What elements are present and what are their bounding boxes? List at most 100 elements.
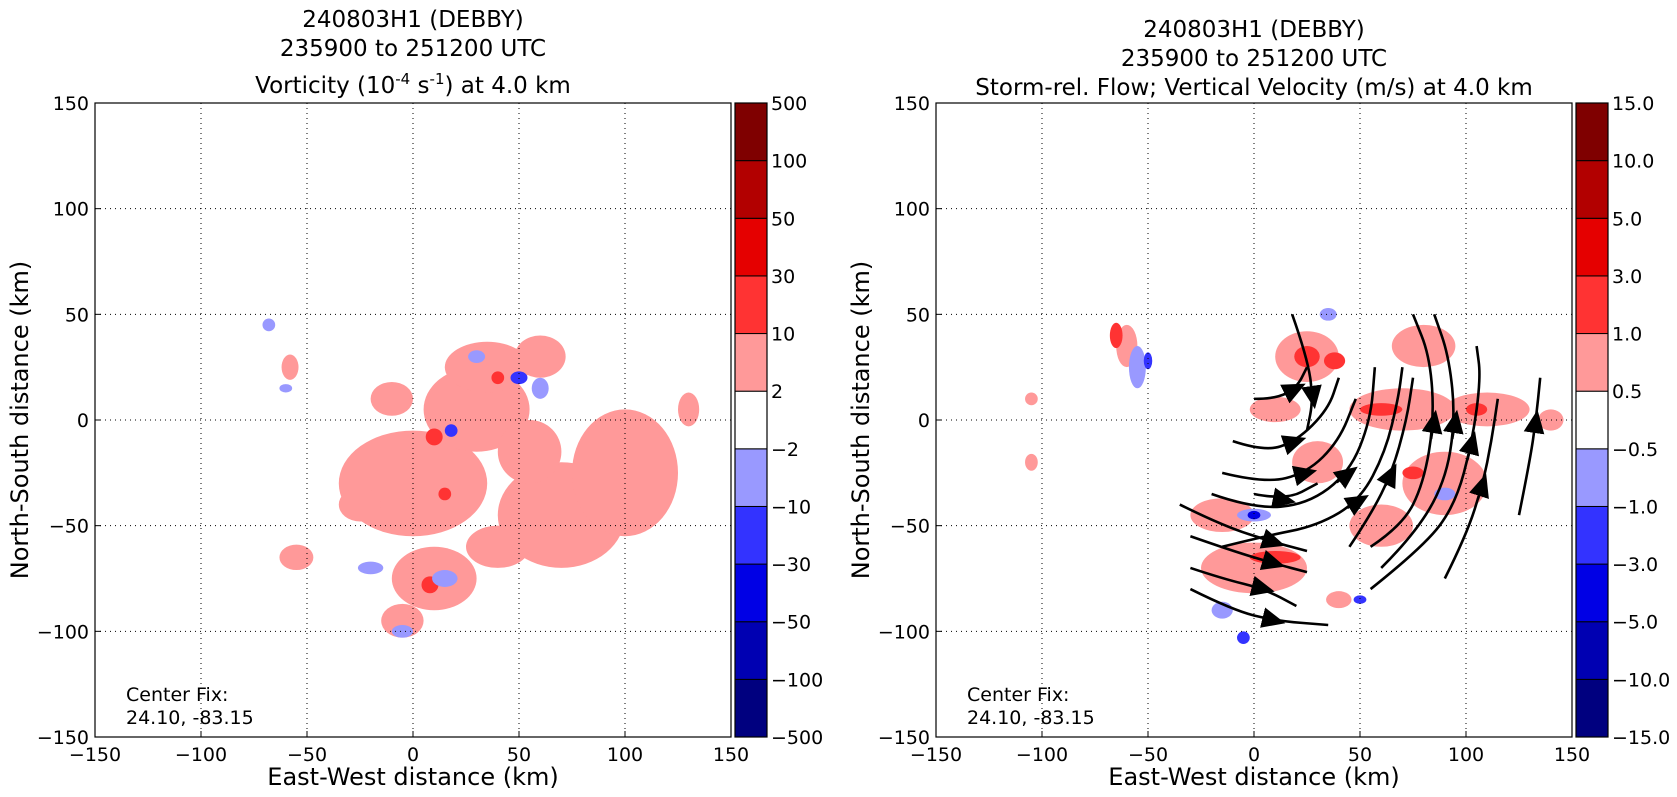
right-x-axis-label: East-West distance (km) [1108, 763, 1399, 791]
right-streamline-arrow [1259, 550, 1286, 570]
left-colorbar: −500 −100 −50 −30 −10 −2 2 10 30 50 100 500 [734, 93, 823, 749]
left-colorbar-label: −2 [771, 439, 799, 461]
left-colorbar-segment [734, 563, 768, 623]
left-x-axis-label: East-West distance (km) [267, 763, 558, 791]
left-colorbar-segment [734, 621, 768, 680]
left-annotation-line-2: 24.10, -83.15 [126, 707, 254, 729]
left-field-blob [514, 335, 566, 378]
right-streamline-arrow [1343, 494, 1369, 516]
left-field-blob [262, 318, 276, 332]
right-streamline-arrow [1260, 607, 1286, 628]
right-streamline-arrow [1271, 487, 1296, 508]
left-title-line-2: 235900 to 251200 UTC [280, 36, 546, 62]
left-colorbar-segment [734, 448, 768, 507]
left-colorbar-segment [734, 217, 768, 277]
right-streamline-arrow [1280, 383, 1306, 404]
left-colorbar-frame [734, 102, 768, 738]
left-field-blob [497, 420, 562, 484]
right-title-line-2: 235900 to 251200 UTC [1121, 46, 1387, 72]
right-streamline [1369, 313, 1434, 548]
right-field-blob [1025, 392, 1038, 406]
left-x-tick-label: 50 [507, 744, 531, 766]
right-colorbar-segment [1575, 102, 1609, 162]
right-y-tick-label: −50 [890, 516, 930, 538]
right-field-blob [1109, 322, 1123, 349]
right-colorbar-segment [1575, 275, 1609, 335]
right-colorbar-segment [1575, 621, 1609, 680]
left-vorticity-field [262, 318, 700, 638]
right-y-axis: −150 −100 −50 0 50 100 150 [878, 93, 942, 749]
right-colorbar-segment [1575, 678, 1609, 738]
left-field-blob [357, 561, 384, 575]
left-colorbar-segment [734, 102, 768, 162]
right-colorbar-label: 10.0 [1612, 151, 1654, 173]
right-y-tick-label: 150 [894, 93, 930, 115]
left-colorbar-label: −10 [771, 496, 811, 518]
left-title-line-3: Vorticity (10-4 s-1) at 4.0 km [255, 70, 571, 99]
left-colorbar-label: −500 [771, 727, 823, 749]
right-field-blob [1237, 631, 1250, 645]
right-streamline [1380, 313, 1455, 569]
left-colorbar-segment [734, 333, 768, 392]
left-colorbar-segment [734, 390, 768, 450]
left-panel: 240803H1 (DEBBY) 235900 to 251200 UTC Vo… [6, 7, 823, 791]
left-field-blob [425, 428, 443, 446]
right-colorbar-label: 3.0 [1612, 266, 1642, 288]
left-field-blob [531, 377, 549, 399]
right-streamline-arrow [1442, 409, 1464, 440]
right-x-tick-label: −100 [1016, 744, 1068, 766]
right-annotation-line-1: Center Fix: [967, 684, 1069, 706]
right-x-tick-label: −50 [1128, 744, 1168, 766]
right-colorbar-label: 5.0 [1612, 208, 1642, 230]
left-title-line-1: 240803H1 (DEBBY) [302, 7, 524, 33]
right-field-blob [1190, 498, 1254, 533]
left-colorbar-segment [734, 678, 768, 738]
right-x-tick-label: 150 [1554, 744, 1590, 766]
right-colorbar-segment [1575, 333, 1609, 392]
left-colorbar-segment [734, 275, 768, 335]
right-streamline-arrow [1249, 575, 1275, 597]
right-streamline [1517, 377, 1542, 516]
right-y-tick-label: −100 [878, 621, 930, 643]
right-y-tick-label: −150 [878, 727, 930, 749]
left-x-tick-label: −150 [69, 744, 121, 766]
right-y-axis-label: North-South distance (km) [847, 261, 875, 580]
right-streamline-arrow [1332, 466, 1358, 489]
right-colorbar: −15.0 −10.0 −5.0 −3.0 −1.0 −0.5 0.5 1.0 3.0 5.0 10… [1575, 93, 1670, 749]
right-field-blob [1538, 409, 1564, 431]
right-field-blob [1247, 510, 1261, 520]
right-panel: 240803H1 (DEBBY) 235900 to 251200 UTC St… [847, 17, 1670, 791]
right-streamline-arrow [1523, 409, 1545, 435]
left-colorbar-label: 50 [771, 208, 795, 230]
left-field-blob [444, 341, 530, 393]
left-field-blob [279, 384, 293, 393]
right-colorbar-segment [1575, 505, 1609, 565]
left-field-blob [510, 371, 528, 385]
left-colorbar-segment [734, 160, 768, 219]
right-x-axis: −150 −100 −50 0 50 100 150 [910, 731, 1590, 766]
right-field-blob [1294, 346, 1320, 368]
left-field-blob [468, 350, 486, 363]
right-colorbar-segment [1575, 448, 1609, 507]
left-x-tick-label: 0 [407, 744, 419, 766]
left-colorbar-label: 100 [771, 151, 807, 173]
right-grid [936, 103, 1572, 737]
right-field-blob [1128, 346, 1146, 389]
right-field-blob [1326, 591, 1352, 609]
left-subtitle-prefix: Vorticity (10 [255, 73, 395, 99]
left-field-blob [466, 525, 530, 568]
right-colorbar-segment [1575, 563, 1609, 623]
left-grid [95, 103, 731, 737]
left-y-tick-label: 100 [53, 199, 89, 221]
left-field-blob [279, 544, 314, 571]
right-streamline-arrow [1258, 528, 1286, 549]
left-subtitle-suffix: ) at 4.0 km [445, 73, 571, 99]
right-colorbar-segment [1575, 390, 1609, 450]
left-x-tick-label: 100 [607, 744, 643, 766]
right-field-blob [1143, 352, 1153, 370]
right-x-tick-label: 100 [1448, 744, 1484, 766]
right-streamlines [1179, 313, 1545, 628]
right-field-blob [1402, 466, 1424, 480]
left-subtitle-sup2: -1 [430, 70, 445, 88]
right-streamline [1369, 345, 1481, 591]
